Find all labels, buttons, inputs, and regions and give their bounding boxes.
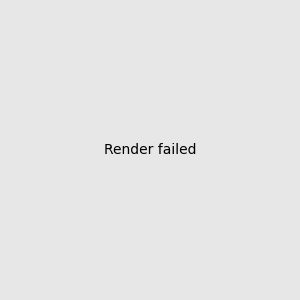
Text: Render failed: Render failed: [104, 143, 196, 157]
